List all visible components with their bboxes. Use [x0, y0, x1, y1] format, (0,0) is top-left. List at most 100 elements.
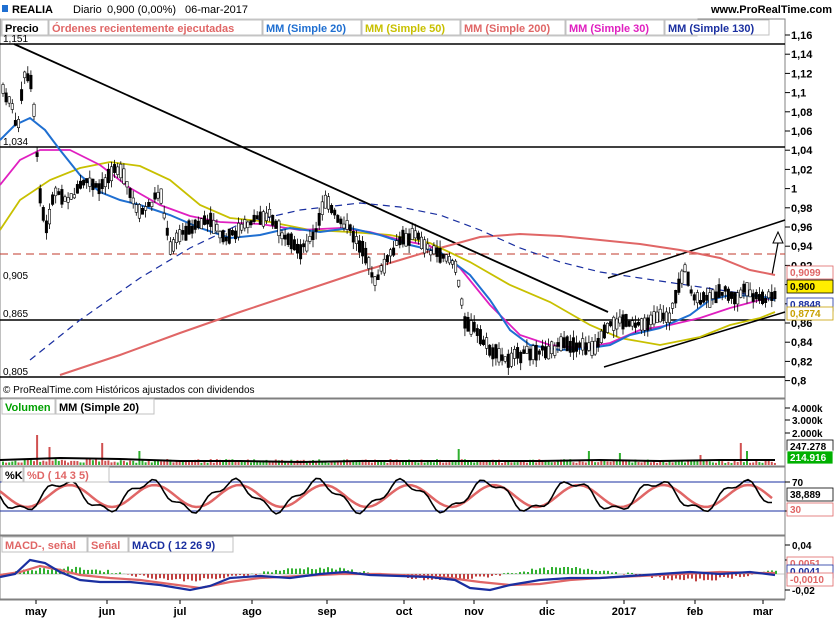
price-legend-item-box[interactable]	[1, 19, 49, 36]
candle-body	[770, 291, 774, 301]
candle-body	[723, 286, 727, 292]
volume-bar	[225, 459, 228, 465]
downtrend-line[interactable]	[13, 43, 609, 313]
price-legend-item-box[interactable]	[262, 19, 362, 36]
price-tick-label: 1,1	[791, 88, 806, 100]
stoch-tags-tag-label: 38,889	[790, 490, 821, 501]
candle-body	[590, 341, 594, 356]
channel-lower-line[interactable]	[603, 311, 786, 368]
macd-hist-bar	[615, 571, 617, 574]
volume-bar	[8, 462, 11, 465]
site-label[interactable]: www.ProRealTime.com	[710, 4, 832, 16]
volume-legend-item-box[interactable]	[1, 398, 56, 415]
volume-bar	[659, 461, 662, 465]
candle-body	[178, 229, 182, 242]
candle-body	[429, 250, 433, 256]
candle-body	[441, 253, 445, 259]
candle-body	[726, 288, 730, 301]
price-legend-item-box[interactable]	[565, 19, 665, 36]
candle-body	[289, 233, 293, 250]
window-icon[interactable]	[2, 5, 8, 12]
macd-panel-frame	[0, 535, 786, 600]
macd-hist-bar	[299, 568, 301, 574]
volume-bar	[746, 451, 748, 465]
volume-bar	[715, 462, 717, 465]
price-legend-item-box[interactable]	[48, 19, 263, 36]
candle-body	[237, 222, 241, 238]
candle-body	[717, 284, 721, 298]
candle-body	[531, 345, 535, 360]
macd-legend-item-box[interactable]	[128, 536, 234, 553]
candle-body	[395, 240, 399, 246]
price-tags-tag-label: 0,8774	[790, 309, 821, 320]
quote-label: 0,900 (0,00%)	[107, 4, 176, 16]
macd-hist-bar	[507, 572, 509, 574]
volume-bar	[761, 462, 764, 465]
volume-bar	[631, 462, 634, 465]
volume-bar	[355, 461, 358, 465]
candle-body	[494, 344, 498, 359]
candle-body	[20, 89, 24, 101]
channel-upper-line[interactable]	[607, 219, 786, 279]
candle-body	[602, 324, 606, 339]
candle-body	[221, 230, 225, 243]
macd-legend-item-box[interactable]	[87, 536, 129, 553]
macd-hist-bar	[239, 574, 241, 576]
price-legend-item-box[interactable]	[460, 19, 566, 36]
volume-bar	[104, 460, 107, 465]
candle-body	[271, 214, 275, 226]
level-label-1034: 1,034	[3, 137, 28, 148]
volume-tags-tag-label: 214.916	[790, 453, 827, 464]
macd-hist-bar	[83, 569, 85, 574]
macd-hist-bar	[51, 567, 53, 574]
candle-body	[609, 321, 613, 327]
candle-body	[711, 289, 715, 299]
volume-bar	[20, 462, 23, 465]
volume-bar	[237, 461, 240, 465]
macd-hist-bar	[595, 570, 597, 574]
volume-bar	[88, 459, 91, 465]
candle-body	[401, 229, 405, 245]
stoch-tick-label: 70	[792, 478, 804, 489]
macd-hist-bar	[663, 574, 665, 580]
candle-body	[388, 249, 392, 257]
volume-bar	[476, 460, 479, 465]
macd-hist-bar	[671, 574, 673, 581]
candle-body	[522, 349, 526, 354]
volume-bar	[510, 462, 513, 465]
macd-hist-bar	[135, 574, 137, 577]
macd-hist-bar	[515, 573, 517, 574]
candle-body	[141, 208, 145, 215]
price-legend-item-box[interactable]	[664, 19, 770, 36]
volume-bar	[129, 460, 132, 465]
volume-bar	[420, 459, 423, 465]
volume-bar	[752, 462, 755, 465]
macd-hist-bar	[363, 571, 365, 574]
candle-body	[413, 230, 417, 239]
price-tags-tag-box	[786, 306, 834, 321]
candle-body	[578, 342, 582, 348]
candle-body	[261, 211, 265, 227]
volume-bar	[119, 460, 122, 465]
stoch-legend-item-box[interactable]	[1, 466, 24, 483]
volume-bar	[436, 459, 438, 465]
volume-bar	[612, 460, 615, 465]
volume-bar	[54, 459, 57, 465]
macd-hist-bar	[579, 568, 581, 574]
candle-body	[308, 236, 312, 242]
macd-hist-bar	[35, 570, 37, 574]
volume-bar	[755, 459, 758, 465]
macd-legend-item-box[interactable]	[1, 536, 88, 553]
projection-arrow-head	[772, 230, 784, 244]
volume-bar	[405, 461, 407, 465]
volume-bar	[560, 459, 562, 465]
macd-hist-bar	[263, 571, 265, 574]
macd-hist-bar	[543, 567, 545, 574]
candle-body	[218, 230, 222, 239]
candle-body	[640, 318, 644, 331]
volume-bar	[57, 460, 60, 465]
price-legend-item-box[interactable]	[361, 19, 461, 36]
volume-legend-item-box[interactable]	[55, 398, 155, 415]
macd-hist-bar	[287, 568, 289, 574]
stoch-legend-item-box[interactable]	[23, 466, 110, 483]
